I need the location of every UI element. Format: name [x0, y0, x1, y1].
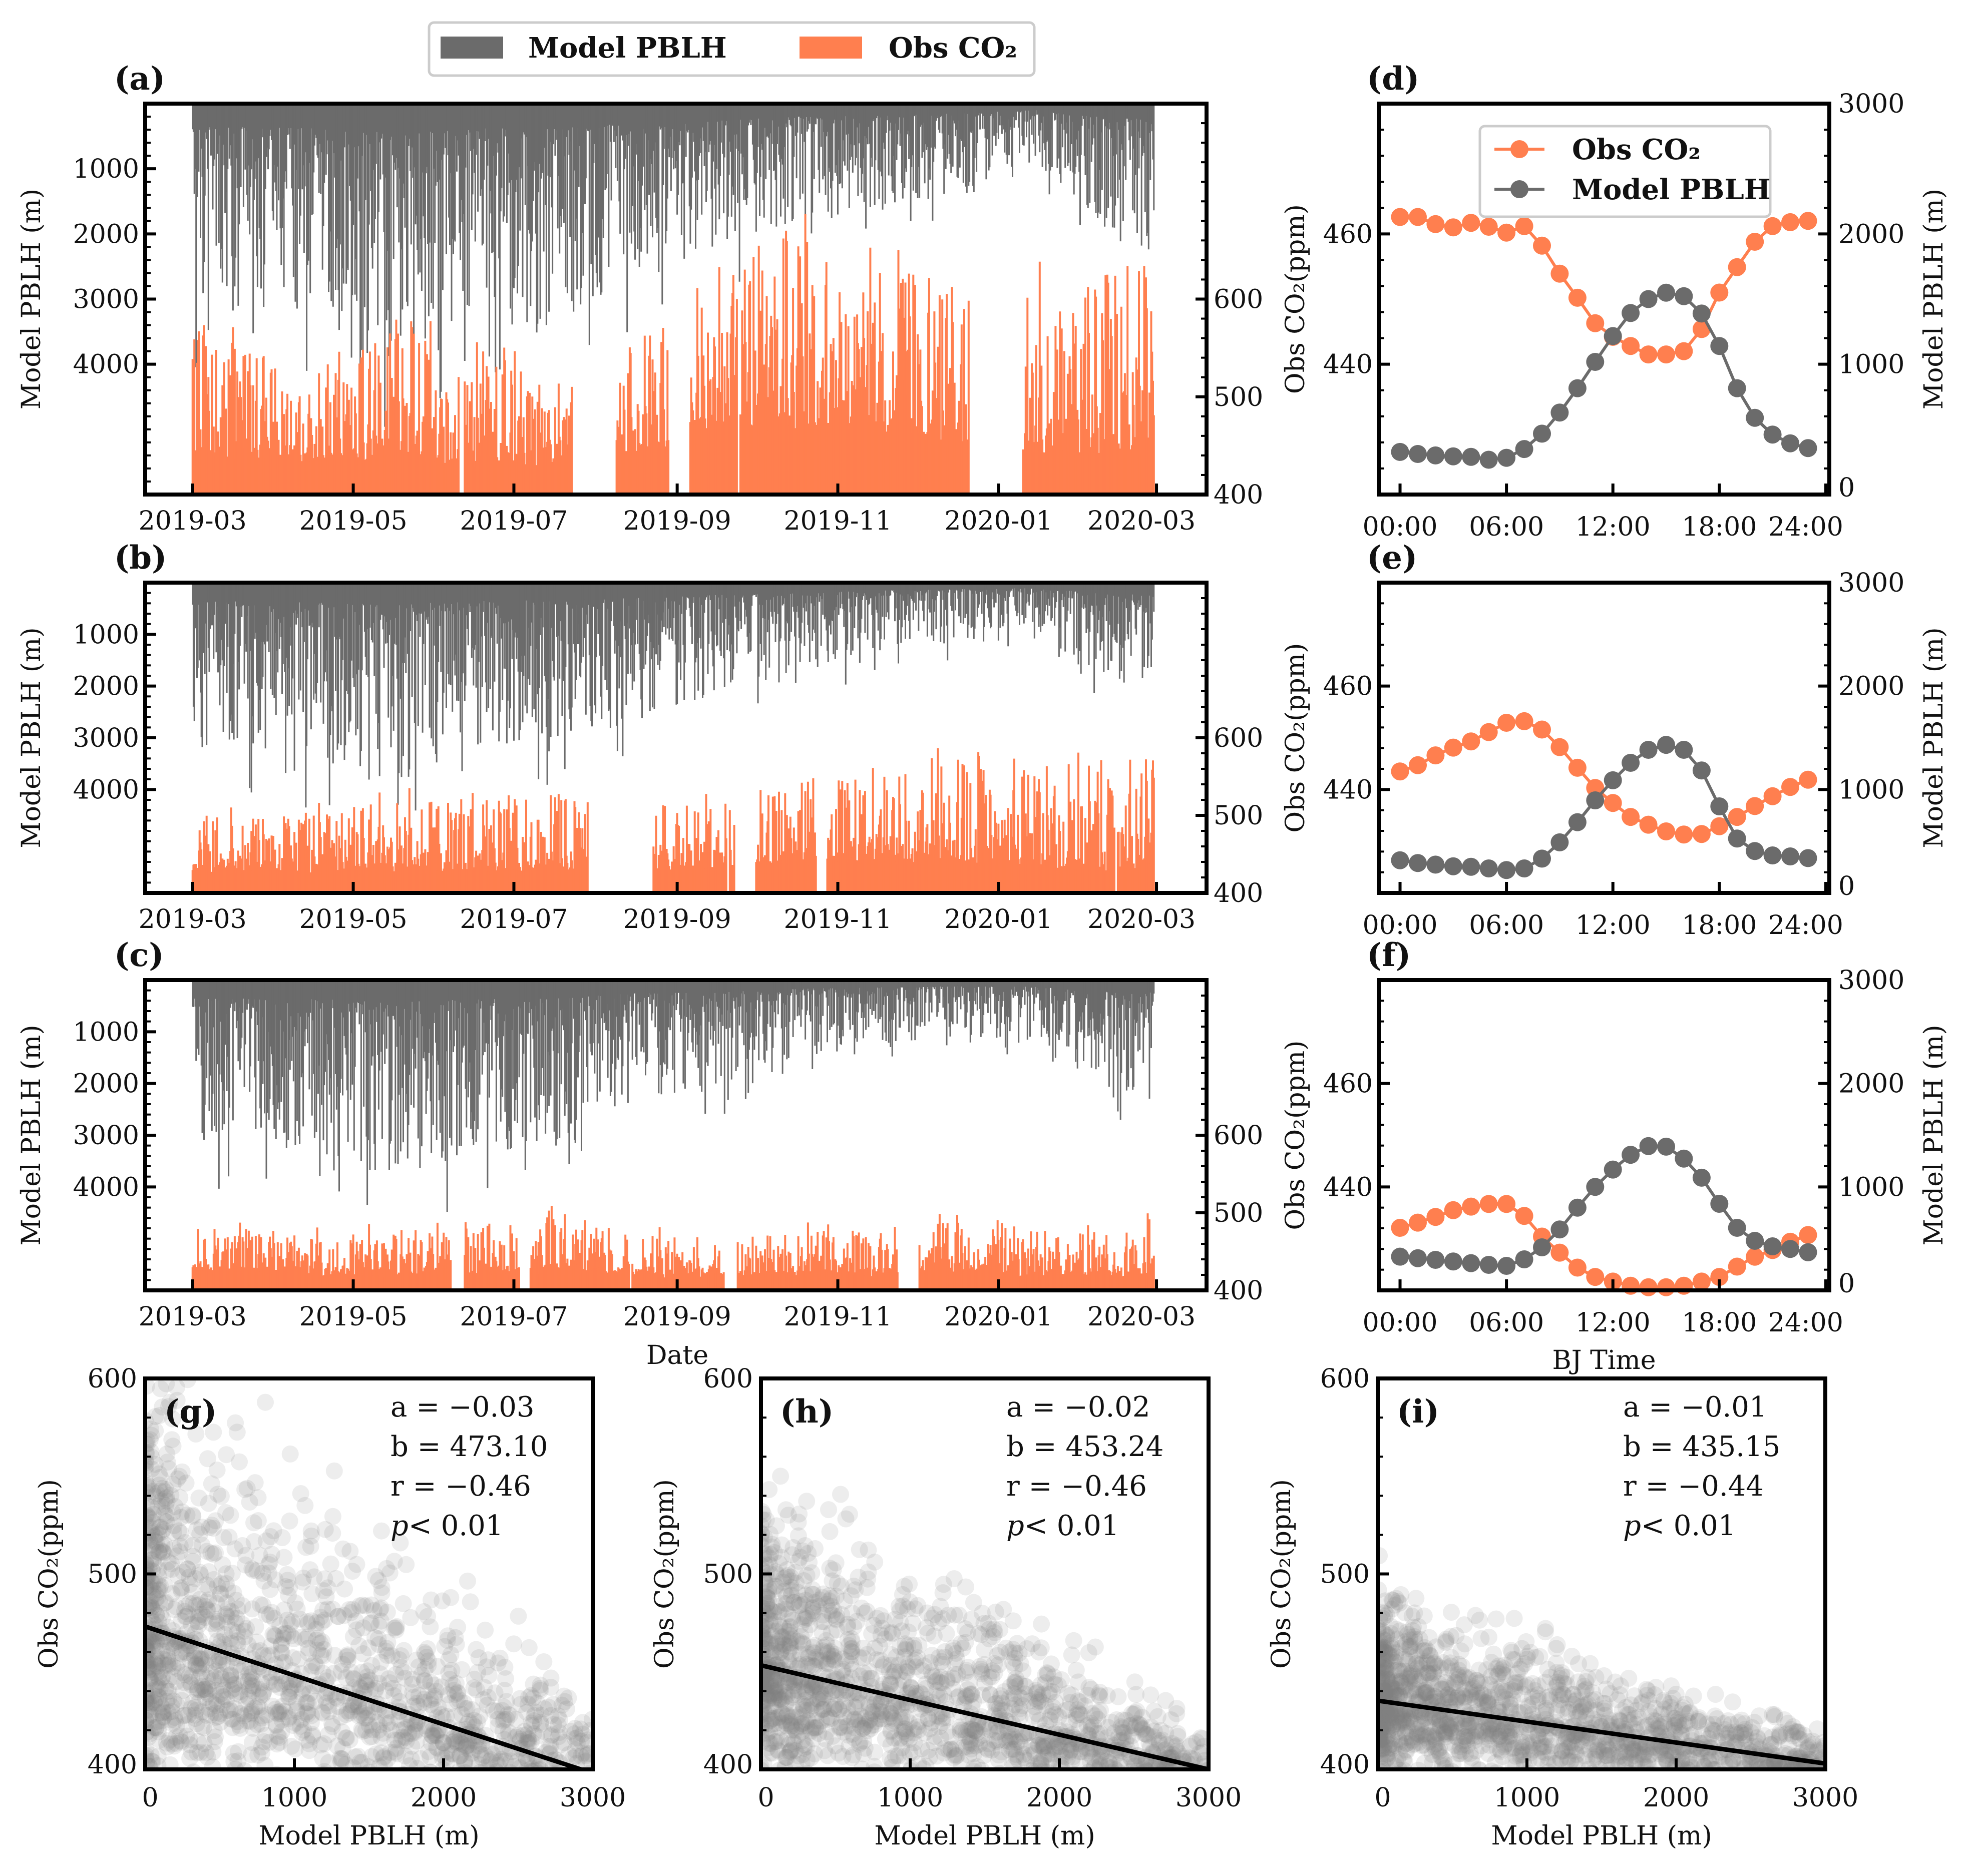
x-tick-label: 2019-11	[783, 904, 892, 934]
y-tick-label: 2000	[73, 672, 139, 702]
x-tick-label: 2019-03	[139, 506, 247, 536]
panel-label: (a)	[114, 60, 165, 98]
panel-label: (b)	[114, 539, 167, 577]
x-tick-label: 2019-09	[623, 904, 731, 934]
bars	[191, 104, 1155, 495]
top-legend: Model PBLH Obs CO₂	[428, 21, 1036, 77]
co2-bars	[191, 214, 1155, 495]
bj-time-axis-label: BJ Time	[1552, 1345, 1656, 1375]
y2-tick-label: 600	[1214, 723, 1263, 753]
y-tick-label: 3000	[73, 723, 139, 753]
y2-tick-label: 400	[1214, 480, 1263, 510]
bars	[191, 980, 1155, 1290]
x-tick-label: 2020-03	[1087, 506, 1196, 536]
x-tick-label: 2020-01	[944, 904, 1052, 934]
legend-co2-label: Obs CO₂	[889, 32, 1017, 65]
x-tick-label: 2019-09	[623, 506, 731, 536]
legend-pblh-swatch	[441, 37, 503, 59]
legend-pblh-label: Model PBLH	[528, 32, 727, 65]
y2-tick-label: 600	[1214, 285, 1263, 315]
y-axis-label: Model PBLH (m)	[17, 189, 47, 409]
y-tick-label: 2000	[73, 219, 139, 249]
x-tick-label: 2019-05	[299, 904, 408, 934]
x-tick-label: 2020-03	[1087, 904, 1196, 934]
pblh-bars	[192, 104, 1155, 427]
y2-tick-label: 500	[1214, 801, 1263, 831]
x-tick-label: 2019-07	[460, 506, 568, 536]
x-tick-label: 2019-05	[299, 506, 408, 536]
timeseries-panel-b: 1000 2000 3000 4000 400 500 600 2019-03 2019-05 2…	[17, 539, 1263, 934]
y-tick-label: 4000	[73, 350, 139, 380]
y-axis-label: Model PBLH (m)	[17, 627, 47, 848]
co2-bars	[191, 748, 1155, 893]
y2-tick-label: 400	[1214, 878, 1263, 908]
x-tick-label: 2020-01	[944, 506, 1052, 536]
y-tick-label: 4000	[73, 775, 139, 805]
x-tick-label: 2019-03	[139, 904, 247, 934]
x-tick-label: 2019-11	[783, 506, 892, 536]
y2-tick-label: 500	[1214, 382, 1263, 412]
y-tick-label: 3000	[73, 285, 139, 315]
legend-co2-swatch	[800, 37, 862, 59]
legend-frame	[428, 21, 1036, 77]
y-tick-label: 1000	[73, 154, 139, 184]
bars	[191, 583, 1155, 893]
date-axis-label: Date	[646, 1340, 708, 1370]
y-tick-label: 1000	[73, 620, 139, 650]
x-tick-label: 2019-07	[460, 904, 568, 934]
timeseries-panel-a: 1000 2000 3000 4000 400 500 600 2019-03 2019-05 2…	[17, 60, 1263, 536]
pblh-bars	[192, 980, 1155, 1212]
